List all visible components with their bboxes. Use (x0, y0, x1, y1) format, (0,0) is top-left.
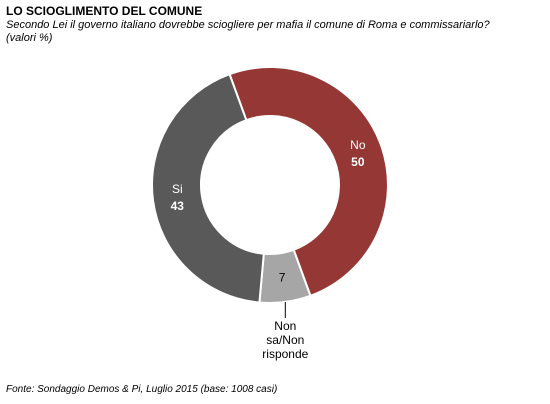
slice-value-non-sa: 7 (279, 271, 286, 285)
units-note: (valori %) (6, 32, 53, 44)
slice-value-si: 43 (171, 199, 185, 213)
slice-label-si: Si (172, 182, 183, 196)
slice-no (228, 66, 389, 298)
source-note: Fonte: Sondaggio Demos & Pi, Luglio 2015… (6, 384, 278, 395)
slice-label-no: No (350, 138, 366, 152)
slice-value-no: 50 (351, 155, 365, 169)
chart-subtitle: Secondo Lei il governo italiano dovrebbe… (6, 19, 546, 45)
question-text: Secondo Lei il governo italiano dovrebbe… (6, 19, 490, 31)
slice-label-non-sa-line: Non (274, 319, 296, 333)
slice-si (151, 72, 265, 304)
slice-label-non-sa-line: sa/Non (266, 333, 304, 347)
chart-title: LO SCIOGLIMENTO DEL COMUNE (6, 4, 203, 18)
slice-label-non-sa-line: risponde (262, 347, 308, 361)
